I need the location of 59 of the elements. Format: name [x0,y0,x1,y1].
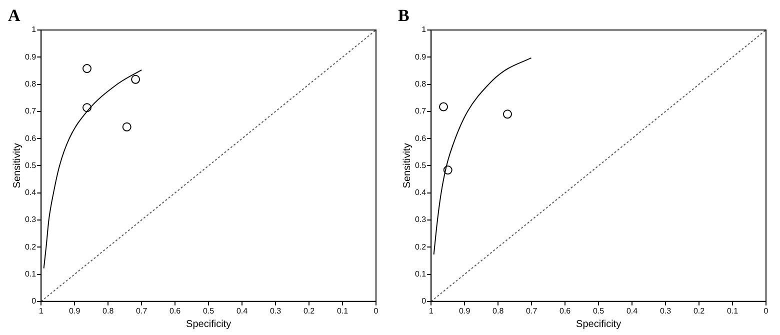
x-tick-label: 0.1 [336,306,349,316]
x-tick-label: 0 [764,306,769,316]
point [502,110,512,119]
x-tick-label: 0.2 [303,306,316,316]
x-tick-label: 0.7 [136,306,148,316]
y-tick-label: 0 [32,296,37,306]
x-tick-label: 0.9 [459,306,471,316]
y-tick-label: 0.5 [414,160,427,170]
point [131,74,140,84]
x-tick-label: 1 [428,306,434,316]
point [122,122,132,132]
x-tick-label: 1 [38,306,44,316]
y-tick-label: 0.2 [414,242,427,252]
y-tick-label: 0.4 [24,188,37,198]
y-axis-title: Sensitivity [12,143,23,188]
x-tick-label: 0.8 [102,306,114,316]
x-tick-label: 0 [374,306,379,316]
x-tick-label: 0.2 [693,306,706,316]
y-tick-label: 0.2 [24,242,37,252]
y-tick-label: 0.3 [414,215,427,224]
y-tick-label: 0 [422,296,427,306]
y-tick-label: 0.7 [414,106,427,116]
y-tick-label: 0.1 [414,269,427,278]
y-tick-label: 0.9 [414,52,427,62]
y-tick-label: 0.8 [24,79,37,88]
y-tick-label: 0.3 [24,215,37,224]
point [82,64,92,74]
y-tick-label: 1 [32,25,37,34]
point [82,103,92,112]
x-tick-label: 0.3 [660,306,672,316]
y-tick-label: 0.6 [414,134,427,143]
x-tick-label: 0.5 [203,306,215,316]
x-tick-label: 0.6 [170,306,182,316]
x-tick-label: 0.1 [726,306,739,316]
x-tick-label: 0.8 [492,306,504,316]
y-tick-label: 0.9 [24,52,37,62]
y-tick-label: 0.1 [24,269,37,278]
y-tick-label: 1 [422,25,427,34]
point [443,166,452,175]
x-tick-label: 0.5 [593,306,605,316]
y-tick-label: 0.6 [24,134,37,143]
x-tick-label: 0.3 [270,306,282,316]
x-axis-title: Specificity [576,318,622,330]
line-series [433,57,532,255]
x-tick-label: 0.7 [526,306,538,316]
y-tick-label: 0.8 [414,79,427,88]
chart-title: B [398,6,410,26]
line-series [43,69,142,269]
x-tick-label: 0.4 [236,306,248,316]
x-tick-label: 0.6 [560,306,572,316]
y-tick-label: 0.5 [24,160,37,170]
y-axis-title: Sensitivity [402,143,413,188]
x-tick-label: 0.9 [69,306,81,316]
y-tick-label: 0.4 [414,188,427,198]
x-tick-label: 0.4 [626,306,638,316]
point [439,102,448,112]
x-axis-title: Specificity [186,318,232,330]
chart-title: A [8,6,20,26]
y-tick-label: 0.7 [24,106,37,116]
